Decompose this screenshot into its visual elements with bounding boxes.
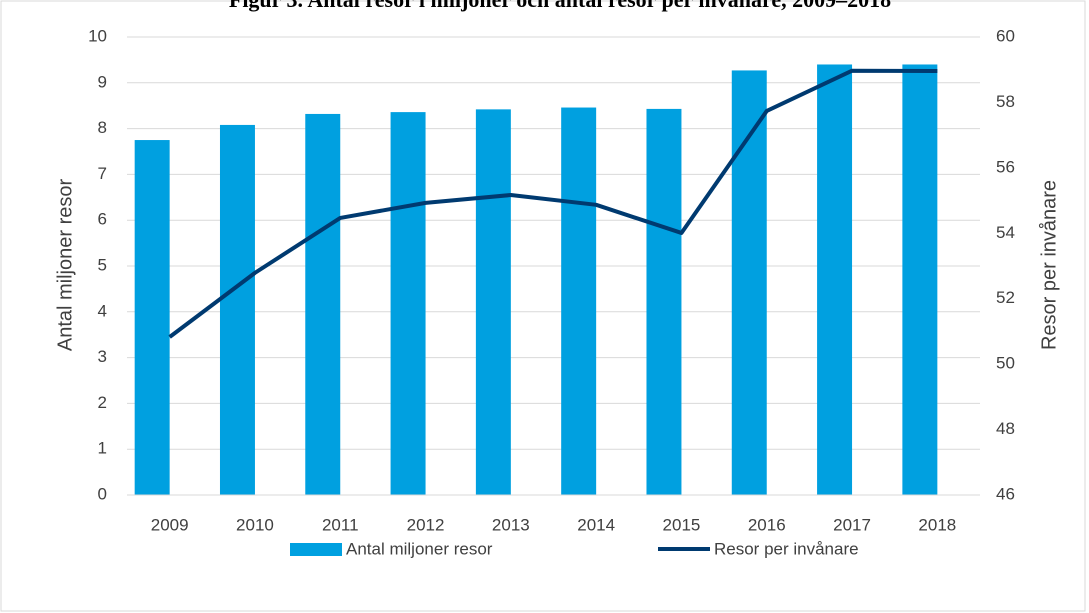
y-tick-label: 3: [98, 347, 107, 366]
bar: [219, 124, 255, 495]
y-tick-label: 4: [98, 301, 107, 320]
x-tick-label: 2014: [577, 515, 615, 534]
y2-tick-label: 58: [996, 92, 1015, 111]
x-tick-label: 2018: [918, 515, 956, 534]
bar: [817, 64, 853, 495]
bar: [731, 70, 767, 496]
bar: [902, 64, 938, 495]
y2-tick-label: 46: [996, 484, 1015, 503]
bar: [475, 109, 511, 495]
y-tick-label: 6: [98, 210, 107, 229]
x-tick-label: 2015: [663, 515, 701, 534]
y-tick-label: 8: [98, 118, 107, 137]
y-tick-label: 9: [98, 72, 107, 91]
bar: [646, 108, 682, 495]
legend-swatch: [290, 543, 342, 556]
y-tick-label: 5: [98, 255, 107, 274]
y-tick-label: 7: [98, 164, 107, 183]
chart-title: Figur 3. Antal resor i miljoner och anta…: [229, 0, 891, 12]
x-tick-label: 2013: [492, 515, 530, 534]
bar: [390, 112, 426, 495]
legend-label: Antal miljoner resor: [346, 539, 493, 558]
y2-tick-label: 50: [996, 354, 1015, 373]
x-tick-label: 2017: [833, 515, 871, 534]
x-tick-label: 2012: [407, 515, 445, 534]
bar: [305, 113, 341, 495]
line: [168, 68, 938, 339]
y2-tick-label: 56: [996, 157, 1015, 176]
y2-tick-label: 52: [996, 288, 1015, 307]
x-tick-label: 2016: [748, 515, 786, 534]
y2-tick-label: 48: [996, 419, 1015, 438]
y-axis-label: Antal miljoner resor: [54, 179, 76, 352]
y2-tick-label: 54: [996, 223, 1015, 242]
x-tick-label: 2010: [236, 515, 274, 534]
x-tick-label: 2009: [151, 515, 189, 534]
legend-label: Resor per invånare: [714, 539, 859, 558]
bar: [561, 107, 597, 496]
y2-tick-label: 60: [996, 26, 1015, 45]
y2-axis-label: Resor per invånare: [1038, 180, 1060, 350]
y-tick-label: 0: [98, 484, 107, 503]
bar: [134, 140, 170, 496]
x-tick-label: 2011: [322, 515, 359, 534]
y-tick-label: 1: [98, 439, 107, 458]
y-tick-label: 2: [98, 393, 107, 412]
y-tick-label: 10: [88, 26, 107, 45]
